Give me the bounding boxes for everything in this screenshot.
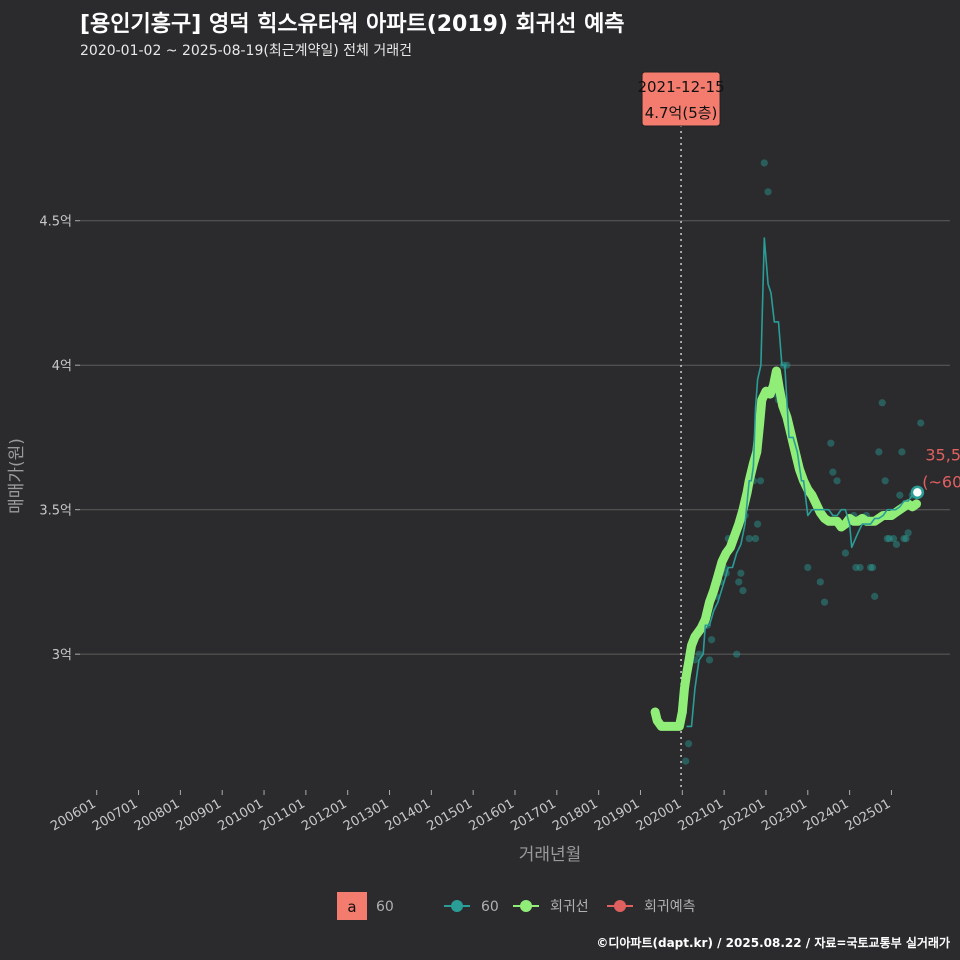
scatter-point-51 [878, 399, 886, 407]
chart-subtitle: 2020-01-02 ~ 2025-08-19(최근계약일) 전체 거래건 [80, 43, 412, 59]
highlight-annotation: 2021-12-15 4.7억(5층) [637, 71, 725, 127]
x-tick-label-18: 202401 [801, 796, 851, 834]
scatter-point-17 [737, 569, 745, 577]
y-axis-title: 매매가(원) [7, 438, 27, 514]
scatter-point-26 [760, 159, 768, 167]
scatter-point-15 [733, 650, 741, 658]
annotation-value: 4.7억(5층) [645, 104, 718, 122]
scatter-point-36 [804, 563, 812, 572]
scatter-point-39 [827, 439, 835, 447]
scatter-point-41 [833, 477, 841, 485]
scatter-point-37 [816, 578, 824, 586]
annotation-box [641, 71, 721, 127]
end-point-marker [910, 485, 925, 500]
scatter-point-60 [902, 534, 910, 543]
scatter-point-64 [917, 419, 925, 427]
scatter-point-44 [852, 563, 860, 572]
legend: a 60 60 회귀선 회귀예측 [337, 892, 696, 920]
chart-title: [용인기흥구] 영덕 힉스유타워 아파트(2019) 회귀선 예측 [80, 12, 625, 37]
x-tick-label-9: 201501 [425, 796, 475, 834]
end-point-value: 35,586 [925, 445, 960, 464]
x-tick-label-1: 200701 [90, 796, 140, 834]
x-tick-label-15: 202101 [676, 796, 726, 834]
annotation-date: 2021-12-15 [637, 78, 724, 96]
scatter-point-20 [745, 534, 753, 543]
y-tick-label-3: 4.5억 [39, 215, 72, 230]
x-tick-label-16: 202201 [717, 796, 767, 834]
scatter-point-8 [705, 656, 714, 664]
scatter-point-58 [898, 448, 906, 456]
scatter-point-7 [707, 636, 716, 644]
scatter-point-50 [875, 448, 883, 456]
y-tick-label-0: 3억 [52, 648, 72, 663]
x-tick-label-3: 200901 [174, 796, 224, 834]
legend-size-label: 60 [376, 899, 394, 915]
x-tick-label-7: 201301 [341, 796, 391, 834]
x-tick-label-10: 201601 [467, 796, 517, 834]
x-tick-label-19: 202501 [843, 796, 893, 834]
legend-regression-label: 회귀선 [550, 899, 589, 915]
x-tick-label-8: 201401 [383, 796, 433, 834]
scatter-point-2 [684, 740, 693, 748]
series-60-line [686, 237, 916, 728]
scatter-point-55 [889, 534, 898, 543]
scatter-point-47 [866, 563, 875, 572]
scatter-point-40 [829, 468, 837, 476]
legend-forecast-marker [614, 900, 626, 912]
legend-size-key-box [337, 892, 367, 920]
x-tick-label-17: 202301 [759, 796, 809, 834]
x-axis-ticks: 2006012007012008012009012010012011012012… [48, 790, 893, 834]
x-tick-label-11: 201701 [508, 796, 558, 834]
scatter-point-1 [682, 757, 690, 765]
scatter-point-23 [751, 534, 760, 543]
scatter-point-38 [820, 598, 829, 606]
scatter-point-45 [856, 563, 864, 572]
scatter-point-18 [739, 587, 747, 595]
y-tick-label-1: 3.5억 [39, 504, 72, 519]
legend-60-label: 60 [481, 899, 499, 915]
scatter-point-52 [881, 477, 889, 485]
scatter-point-27 [764, 188, 772, 196]
grid-lines [80, 220, 950, 655]
scatter-point-24 [753, 520, 762, 528]
scatter-point-53 [883, 534, 891, 543]
scatter-point-54 [885, 534, 893, 543]
x-tick-label-14: 202001 [634, 796, 684, 834]
scatter-point-59 [900, 534, 908, 543]
source-caption: ©디아파트(dapt.kr) / 2025.08.22 / 자료=국토교통부 실… [596, 936, 950, 950]
regression-line [650, 366, 921, 731]
x-tick-label-5: 201101 [257, 796, 307, 834]
y-tick-label-2: 4억 [52, 359, 72, 374]
scatter-point-57 [896, 491, 904, 499]
x-tick-label-0: 200601 [48, 796, 98, 834]
scatter-point-56 [892, 540, 901, 548]
scatter-point-25 [756, 477, 765, 485]
end-point-area: (~60㎡) [922, 472, 960, 491]
legend-forecast-label: 회귀예측 [644, 899, 696, 915]
x-tick-label-13: 201901 [592, 796, 642, 834]
x-axis-title: 거래년월 [519, 845, 582, 865]
legend-regression-marker [520, 900, 532, 912]
legend-size-key: a [347, 898, 356, 916]
scatter-point-4 [695, 650, 703, 658]
scatter-point-49 [871, 592, 879, 600]
scatter-point-16 [735, 578, 743, 586]
y-axis-ticks: 3억 3.5억 4억 4.5억 [39, 215, 80, 663]
legend-60-marker [451, 900, 463, 912]
x-tick-label-6: 201201 [299, 796, 349, 834]
x-tick-label-4: 201001 [216, 796, 266, 834]
scatter-point-61 [904, 529, 912, 537]
x-tick-label-12: 201801 [550, 796, 600, 834]
scatter-point-42 [841, 549, 850, 557]
x-tick-label-2: 200801 [132, 796, 182, 834]
scatter-point-48 [869, 563, 877, 572]
